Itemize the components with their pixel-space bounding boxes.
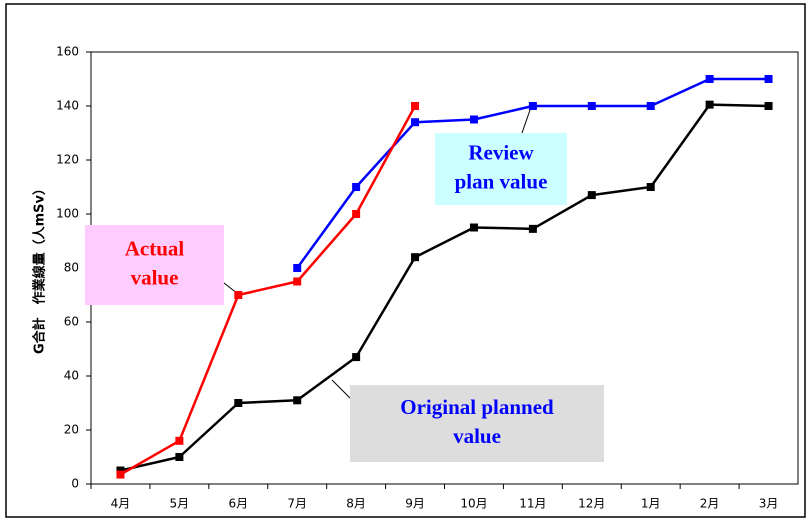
annotation-text: Actual	[125, 236, 185, 260]
annotation-leader	[521, 109, 531, 134]
point	[705, 75, 714, 83]
annotation-leader	[331, 379, 353, 401]
annotation-text: Original planned	[400, 395, 554, 419]
x-tick-label: 1月	[641, 497, 661, 511]
series-line	[119, 105, 417, 476]
annotation-box	[350, 385, 604, 462]
annotation-box	[85, 225, 224, 305]
point	[764, 75, 773, 83]
y-tick-label: 160	[56, 45, 79, 59]
point	[352, 210, 361, 218]
x-tick-label: 12月	[578, 497, 605, 511]
point	[646, 183, 655, 191]
point	[352, 183, 361, 191]
y-tick-label: 60	[64, 315, 79, 329]
x-tick-label: 4月	[111, 497, 131, 511]
x-tick-label: 8月	[346, 497, 366, 511]
point	[528, 102, 537, 110]
point	[234, 291, 243, 299]
y-tick-label: 140	[56, 99, 79, 113]
x-tick-label: 9月	[405, 497, 425, 511]
point	[175, 453, 184, 461]
point	[411, 118, 420, 127]
point	[411, 253, 420, 262]
annotation-text: Review	[468, 140, 534, 164]
point	[764, 102, 773, 110]
y-tick-label: 20	[64, 423, 79, 437]
point	[705, 100, 714, 109]
x-tick-label: 5月	[170, 497, 190, 511]
y-tick-label: 100	[56, 207, 79, 221]
point	[116, 466, 125, 475]
point	[293, 264, 302, 272]
y-tick-label: 120	[56, 153, 79, 167]
point	[587, 102, 596, 110]
point	[411, 102, 420, 110]
x-tick-label: 6月	[228, 497, 248, 511]
annotation-text: plan value	[455, 169, 548, 193]
point	[234, 399, 243, 407]
y-tick-label: 40	[64, 369, 79, 383]
x-tick-label: 11月	[519, 497, 546, 511]
point	[293, 396, 302, 405]
point	[352, 353, 361, 362]
x-tick-label: 3月	[759, 497, 779, 511]
x-tick-label: 10月	[460, 497, 487, 511]
point	[175, 436, 184, 445]
y-tick-label: 80	[64, 261, 79, 275]
point	[469, 223, 478, 232]
x-tick-label: 7月	[287, 497, 307, 511]
annotation-box	[435, 133, 567, 205]
x-tick-label: 2月	[700, 497, 720, 511]
point	[116, 470, 125, 479]
y-tick-label: 0	[71, 477, 79, 491]
point	[587, 191, 596, 200]
point	[293, 277, 302, 286]
point	[469, 115, 478, 124]
point	[528, 224, 537, 233]
annotation-text: value	[131, 265, 179, 289]
y-axis-label: G合計 作業線量（人mSv）	[32, 182, 48, 354]
point	[646, 102, 655, 110]
series-line	[120, 103, 769, 472]
annotation-text: value	[453, 424, 501, 448]
